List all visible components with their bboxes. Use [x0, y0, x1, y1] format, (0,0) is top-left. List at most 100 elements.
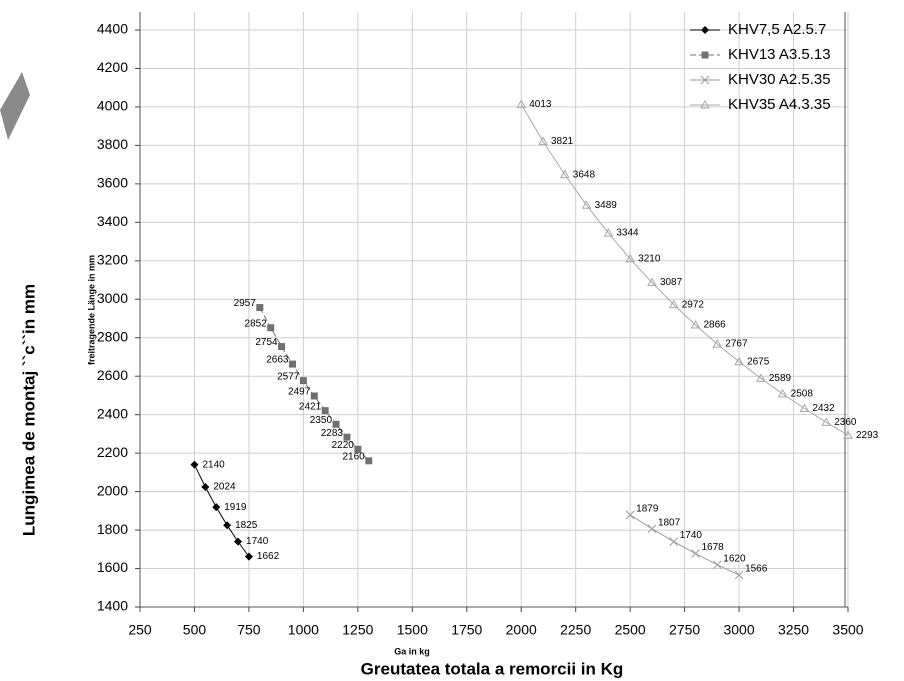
y-tick-label: 1600: [97, 559, 128, 575]
x-tick-label: 2250: [560, 622, 591, 638]
data-label: 2160: [342, 451, 365, 462]
data-label: 3821: [551, 136, 574, 147]
x-tick-label: 2750: [669, 622, 700, 638]
y-axis-title: Lungimea de montaj ``c``in mm: [19, 284, 38, 536]
marker: [354, 445, 362, 453]
y-tick-label: 2600: [97, 367, 128, 383]
marker: [755, 373, 766, 382]
y-tick-label: 3400: [97, 213, 128, 229]
data-label: 2754: [255, 337, 278, 348]
data-label: 2220: [332, 440, 355, 451]
marker: [712, 339, 723, 348]
x-tick-label: 3500: [832, 622, 863, 638]
y-sublabel: freitragende Länge in mm: [86, 255, 96, 365]
data-label: 1807: [658, 517, 681, 528]
marker: [267, 324, 275, 332]
marker: [516, 99, 527, 108]
marker: [669, 537, 679, 546]
data-label: 2866: [704, 320, 727, 331]
marker: [799, 403, 810, 413]
x-tick-label: 500: [183, 622, 207, 638]
marker: [299, 377, 307, 385]
data-label: 2663: [266, 355, 289, 366]
marker: [691, 549, 700, 558]
data-label: 1740: [680, 530, 703, 541]
y-tick-label: 2400: [97, 405, 128, 421]
data-label: 2283: [321, 428, 344, 439]
x-tick-label: 3000: [723, 622, 754, 638]
data-label: 1919: [224, 502, 247, 513]
data-label: 1678: [702, 542, 725, 553]
marker: [234, 537, 243, 546]
y-tick-label: 3800: [97, 136, 128, 152]
marker: [712, 560, 722, 570]
marker: [332, 420, 340, 428]
marker: [538, 136, 548, 145]
series-line: [520, 104, 849, 436]
marker: [647, 524, 657, 534]
data-label: 3489: [595, 200, 618, 211]
data-label: 1740: [246, 536, 269, 547]
marker: [603, 228, 614, 237]
marker: [625, 510, 635, 520]
y-tick-label: 2000: [97, 482, 128, 498]
legend-marker: [700, 75, 710, 85]
data-label: 2024: [213, 482, 236, 493]
marker: [310, 392, 318, 400]
y-tick-label: 3600: [97, 175, 128, 191]
data-label: 1662: [257, 551, 280, 562]
y-tick-label: 2200: [97, 444, 128, 460]
y-tick-label: 1800: [97, 521, 128, 537]
legend-marker: [701, 26, 709, 34]
data-label: 2577: [277, 371, 300, 382]
data-label: 2350: [310, 415, 333, 426]
data-label: 2421: [299, 401, 322, 412]
data-label: 2852: [244, 318, 267, 329]
data-label: 2140: [202, 459, 225, 470]
x-tick-label: 1500: [397, 622, 428, 638]
marker: [843, 430, 853, 439]
marker: [212, 503, 221, 512]
data-label: 4013: [529, 99, 552, 110]
marker: [734, 570, 744, 580]
legend-marker: [701, 51, 709, 59]
marker: [668, 299, 679, 309]
marker: [321, 407, 329, 415]
marker: [343, 433, 351, 441]
data-label: 3648: [573, 169, 596, 180]
series-line: [194, 464, 250, 557]
data-label: 2675: [747, 356, 770, 367]
data-label: 2508: [791, 389, 814, 400]
marker: [278, 343, 286, 351]
y-tick-label: 4000: [97, 98, 128, 114]
x-tick-label: 2000: [506, 622, 537, 638]
y-tick-label: 4200: [97, 59, 128, 75]
x-sublabel: Ga in kg: [394, 646, 430, 656]
marker: [690, 320, 701, 329]
y-tick-label: 2800: [97, 328, 128, 344]
legend: KHV7,5 A2.5.7 KHV13 A3.5.13 KHV30 A2.5.35 K…: [690, 21, 831, 113]
legend-marker: [700, 99, 710, 109]
x-axis-title: Greutatea totala a remorcii in Kg: [361, 659, 624, 678]
legend-label: KHV13 A3.5.13: [728, 46, 831, 63]
marker: [647, 277, 657, 287]
marker: [625, 253, 636, 263]
marker: [581, 200, 592, 209]
marker: [244, 552, 253, 561]
marker: [821, 417, 832, 426]
data-label: 3344: [616, 228, 639, 239]
marker: [223, 521, 232, 530]
marker: [559, 169, 570, 179]
x-tick-label: 1000: [288, 622, 319, 638]
series-line: [259, 307, 370, 462]
data-label: 1879: [636, 504, 659, 515]
data-label: 2497: [288, 387, 311, 398]
data-label: 1620: [723, 553, 746, 564]
decor: [0, 72, 30, 140]
data-label: 2957: [234, 298, 257, 309]
x-tick-label: 2500: [615, 622, 646, 638]
data-label: 2432: [812, 403, 835, 414]
y-tick-label: 4400: [97, 21, 128, 37]
x-tick-label: 3250: [778, 622, 809, 638]
data-label: 1825: [235, 520, 258, 531]
